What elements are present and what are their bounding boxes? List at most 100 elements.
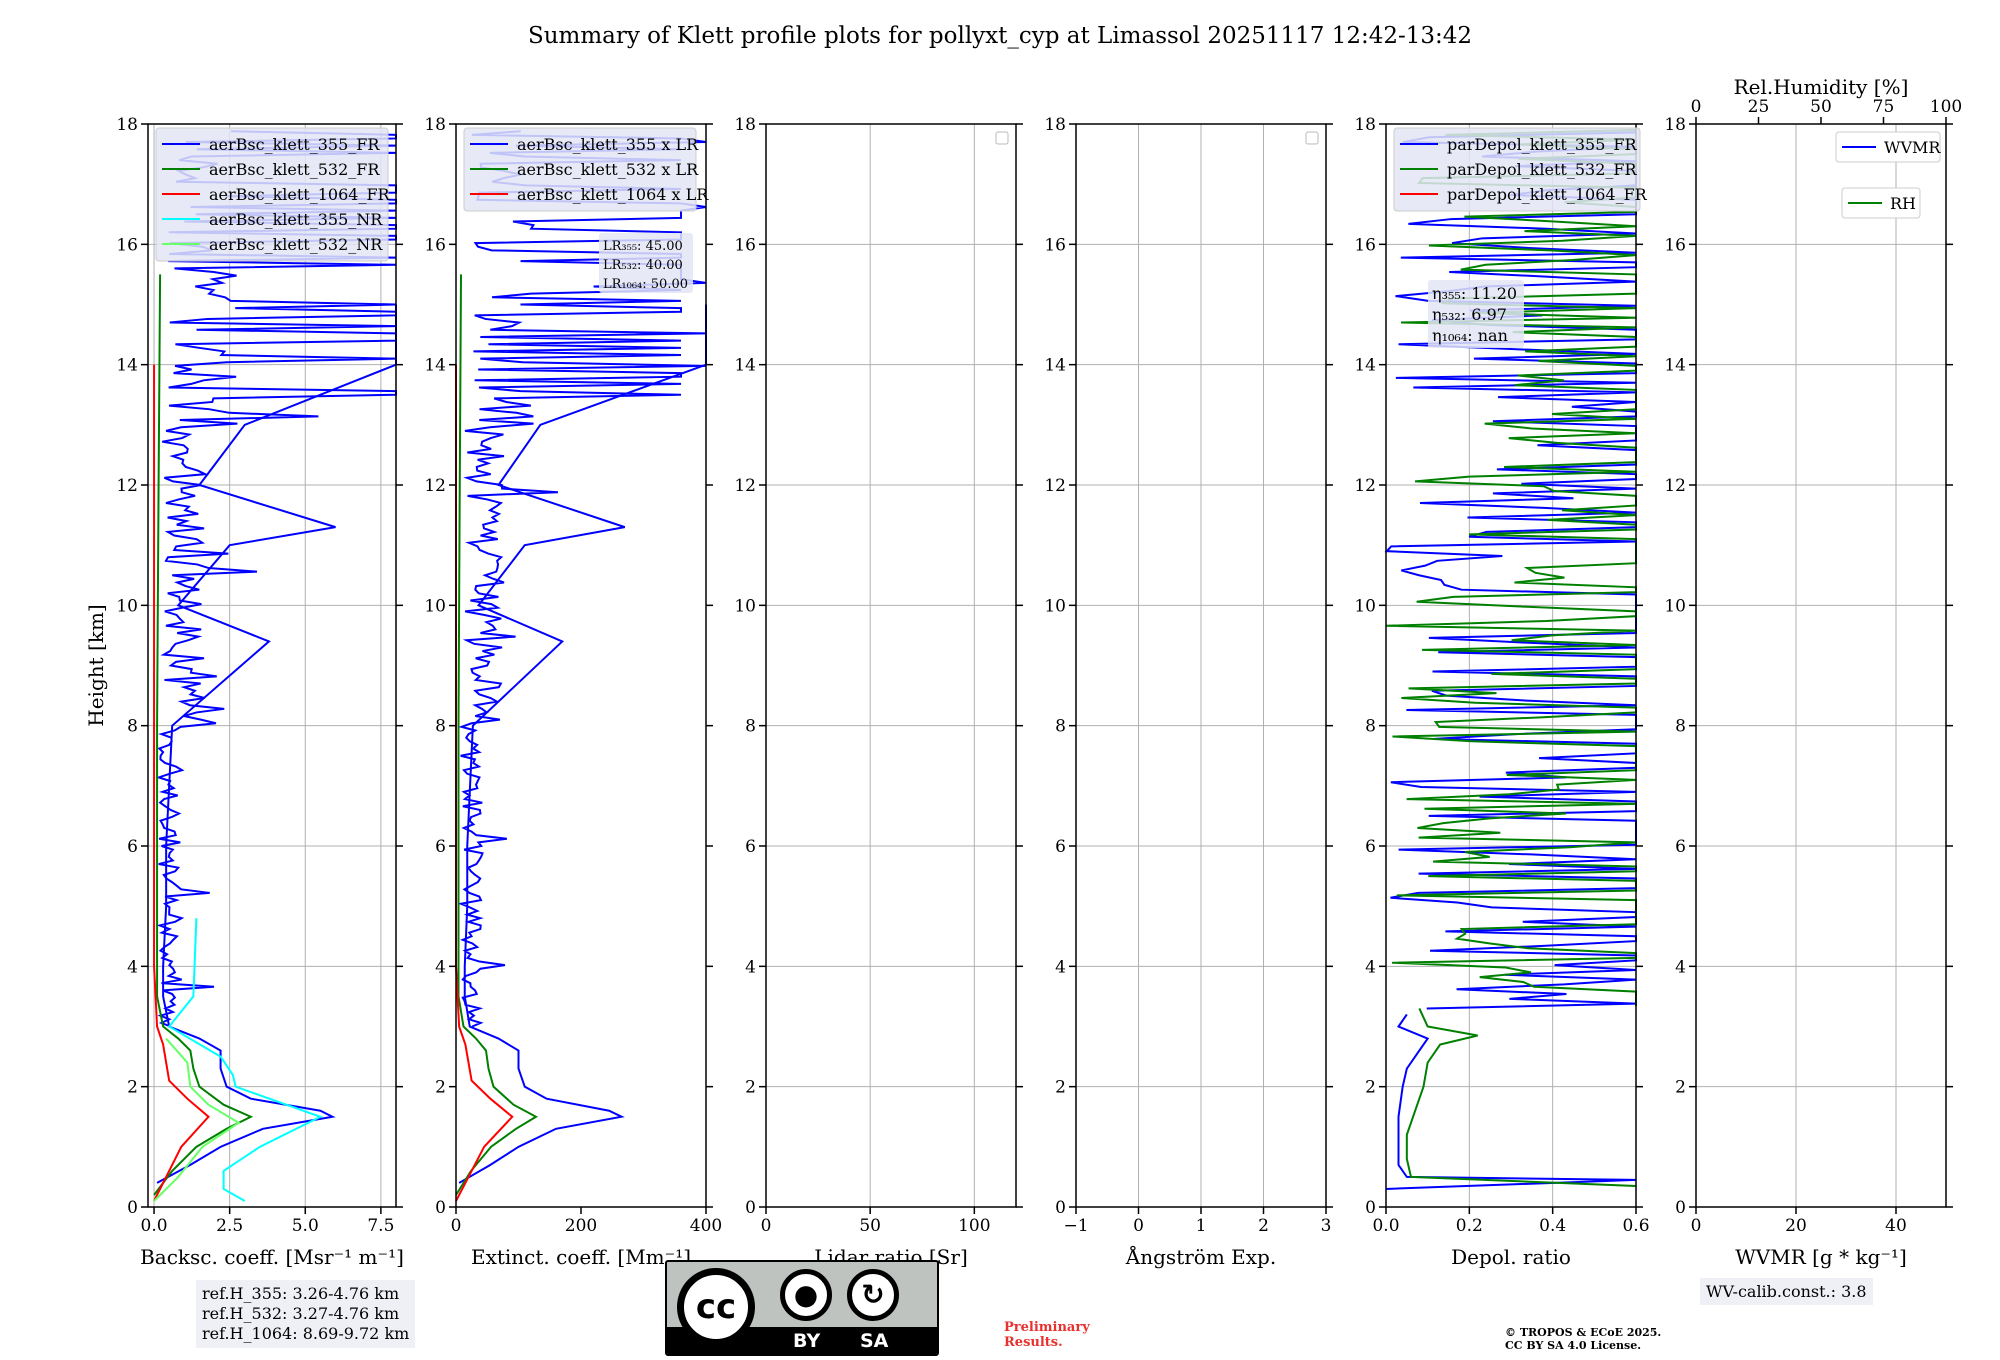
figure-title: Summary of Klett profile plots for polly… [528,23,1472,49]
legend-label: aerBsc_klett_532_FR [209,160,380,179]
ytick-label: 0 [435,1198,446,1218]
series-noise-355 [155,130,397,1028]
ytick-label: 16 [1354,235,1376,255]
xtick-label: 0 [761,1216,772,1236]
xtick-label: 0.4 [1539,1216,1566,1236]
secondary-xtick-label: 75 [1873,97,1895,117]
ytick-label: 16 [1044,235,1066,255]
x-axis-label: WVMR [g * kg⁻¹] [1735,1245,1907,1269]
legend-label: RH [1890,194,1916,213]
secondary-xtick-label: 0 [1691,97,1702,117]
axes-frame [1385,123,1637,1208]
eta-label-box [1428,280,1524,348]
ytick-label: 18 [1044,115,1066,135]
series-line-aerBsc_klett_1064 x LR [455,364,514,1202]
ytick-label: 2 [435,1078,446,1098]
ytick-label: 2 [127,1078,138,1098]
ytick-label: 10 [734,596,756,616]
ytick-label: 10 [424,596,446,616]
ytick-label: 12 [424,476,446,496]
ytick-label: 14 [1354,356,1376,376]
legend-label: aerBsc_klett_1064 x LR [517,185,709,204]
x-axis-label: Ångström Exp. [1125,1244,1276,1269]
xtick-label: 2 [1258,1216,1269,1236]
legend-box [155,127,389,262]
xtick-label: 400 [690,1216,722,1236]
ytick-label: 12 [1664,476,1686,496]
ytick-label: 6 [435,837,446,857]
ytick-label: 18 [116,115,138,135]
eta-label: η₅₃₂: 6.97 [1432,305,1507,324]
xtick-label: 2.5 [216,1216,243,1236]
panel-1: 0 2 4 6 8 10 12 14 16 18 0.0 2.5 5.0 7.5 Backsc. coeff… [84,115,404,1269]
panel-5: 0 2 4 6 8 10 12 14 16 18 0.0 0.2 0.4 0.6 Depol. ratio p… [1354,115,1649,1269]
ytick-label: 6 [1675,837,1686,857]
legend-label: aerBsc_klett_532_NR [209,235,383,254]
ref-height-1064: ref.H_1064: 8.69-9.72 km [202,1324,410,1343]
xtick-label: 0.6 [1622,1216,1649,1236]
series-line-aerBsc_klett_355_FR [156,304,397,1184]
ytick-label: 2 [1055,1078,1066,1098]
eta-label: η₁₀₆₄: nan [1432,326,1508,345]
empty-legend-box [1305,131,1319,145]
xtick-label: 200 [565,1216,597,1236]
xtick-label: 0 [451,1216,462,1236]
copyright-note: © TROPOS & ECoE 2025. CC BY SA 4.0 Licen… [1505,1326,1661,1352]
xtick-label: 100 [958,1216,990,1236]
ytick-label: 2 [745,1078,756,1098]
xtick-label: 5.0 [292,1216,319,1236]
legend-label: aerBsc_klett_355_FR [209,135,380,154]
series-line-aerBsc_klett_355 x LR [458,304,707,1184]
legend-box [463,127,697,212]
ytick-label: 4 [745,957,756,977]
legend-label: parDepol_klett_355_FR [1447,135,1638,154]
series-line-aerBsc_klett_355_NR [167,918,323,1202]
ref-height-532: ref.H_532: 3.27-4.76 km [202,1304,400,1323]
ytick-label: 12 [1044,476,1066,496]
ytick-label: 14 [116,356,138,376]
lr-label: LR₁₀₆₄: 50.00 [603,277,688,292]
ytick-label: 14 [1044,356,1066,376]
eta-label: η₃₅₅: 11.20 [1432,284,1517,303]
ytick-label: 14 [1664,356,1686,376]
legend-label: aerBsc_klett_1064_FR [209,185,391,204]
reference-height-box: ref.H_355: 3.26-4.76 km ref.H_532: 3.27-… [196,1280,416,1348]
ytick-label: 18 [1354,115,1376,135]
series-line-aerBsc_klett_532_FR [153,274,254,1196]
legend-box [1393,127,1641,212]
ytick-label: 2 [1365,1078,1376,1098]
ytick-label: 18 [1664,115,1686,135]
ytick-label: 18 [424,115,446,135]
ytick-label: 0 [1055,1198,1066,1218]
ytick-label: 4 [1675,957,1686,977]
xtick-label: 0 [1691,1216,1702,1236]
ytick-label: 10 [116,596,138,616]
legend-label: parDepol_klett_1064_FR [1447,185,1648,204]
ytick-label: 8 [1365,717,1376,737]
cc-logo-icon: cc [677,1268,755,1346]
xtick-label: 0 [1133,1216,1144,1236]
ytick-label: 8 [1675,717,1686,737]
copyright-line-1: © TROPOS & ECoE 2025. [1505,1326,1662,1339]
lr-label: LR₃₅₅: 45.00 [603,239,683,254]
series-line-parDepol_klett_532_FR [1405,1008,1637,1187]
ytick-label: 6 [127,837,138,857]
xtick-label: 0.2 [1456,1216,1483,1236]
xtick-label: 3 [1321,1216,1332,1236]
lr-label-box [599,233,693,293]
person-icon: ● [780,1269,832,1321]
ytick-label: 10 [1354,596,1376,616]
ytick-label: 8 [435,717,446,737]
legend-label: aerBsc_klett_532 x LR [517,160,699,179]
ytick-label: 14 [424,356,446,376]
ytick-label: 12 [116,476,138,496]
secondary-xtick-label: 25 [1748,97,1770,117]
ytick-label: 16 [116,235,138,255]
ytick-label: 16 [734,235,756,255]
share-alike-icon: ↻ [847,1269,899,1321]
ytick-label: 4 [127,957,138,977]
xtick-label: 1 [1196,1216,1207,1236]
